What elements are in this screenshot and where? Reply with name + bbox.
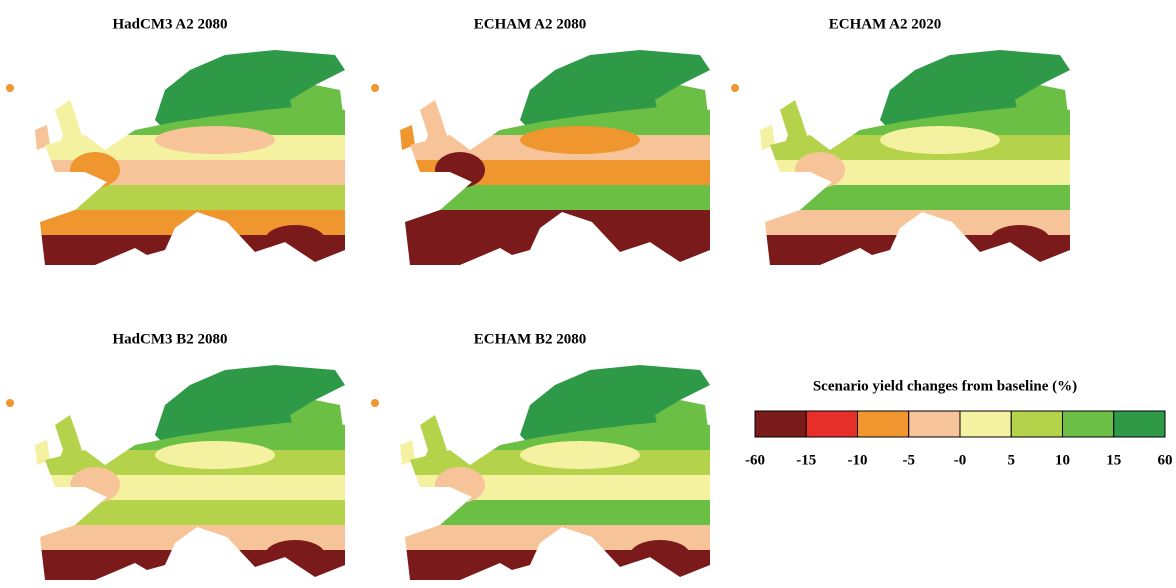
- legend-swatch: [1113, 410, 1166, 438]
- ireland: [400, 125, 415, 150]
- region: [630, 540, 690, 570]
- region: [520, 126, 640, 154]
- legend-label: -0: [954, 452, 967, 468]
- region: [520, 441, 640, 469]
- region: [70, 467, 120, 503]
- mainland: [405, 105, 710, 265]
- map-title: ECHAM A2 2080: [474, 16, 587, 32]
- map: [731, 50, 1070, 265]
- legend-title: Scenario yield changes from baseline (%): [813, 378, 1077, 394]
- legend-swatch: [857, 410, 910, 438]
- region: [155, 441, 275, 469]
- region: [765, 185, 1070, 210]
- region: [265, 225, 325, 255]
- legend-swatch: [754, 410, 807, 438]
- region: [40, 500, 345, 525]
- map: [371, 50, 710, 265]
- legend-label: 5: [1008, 452, 1016, 468]
- region: [435, 152, 485, 188]
- region: [405, 475, 710, 500]
- legend-swatch: [959, 410, 1012, 438]
- region: [405, 185, 710, 210]
- ireland: [35, 125, 50, 150]
- iceland: [731, 84, 739, 92]
- legend-label: -60: [745, 452, 765, 468]
- iceland: [371, 84, 379, 92]
- region: [40, 185, 345, 210]
- map: [6, 50, 345, 265]
- map-title: ECHAM B2 2080: [474, 331, 587, 347]
- ireland: [400, 440, 415, 465]
- region: [70, 152, 120, 188]
- map-title: ECHAM A2 2020: [829, 16, 942, 32]
- legend-swatch: [908, 410, 961, 438]
- legend-label: -10: [848, 452, 868, 468]
- ireland: [760, 125, 775, 150]
- legend-swatch: [1062, 410, 1115, 438]
- region: [405, 500, 710, 525]
- legend-label: 10: [1055, 452, 1070, 468]
- region: [990, 225, 1050, 255]
- iceland: [6, 399, 14, 407]
- legend-label: 60: [1158, 452, 1173, 468]
- region: [795, 152, 845, 188]
- maps: HadCM3 A2 2080 ECHAM A2 2080 ECHAM A2 2020…: [6, 16, 1070, 580]
- region: [630, 225, 690, 255]
- legend-swatch: [805, 410, 858, 438]
- region: [155, 126, 275, 154]
- region: [405, 160, 710, 185]
- iceland: [6, 84, 14, 92]
- map-title: HadCM3 B2 2080: [112, 331, 227, 347]
- region: [880, 126, 1000, 154]
- legend-label: -15: [796, 452, 816, 468]
- ireland: [35, 440, 50, 465]
- legend: Scenario yield changes from baseline (%)…: [745, 378, 1173, 468]
- iceland: [371, 399, 379, 407]
- legend-label: -5: [903, 452, 916, 468]
- region: [40, 160, 345, 185]
- region: [765, 160, 1070, 185]
- region: [265, 540, 325, 570]
- legend-label: 15: [1106, 452, 1121, 468]
- region: [40, 475, 345, 500]
- map: [6, 365, 345, 580]
- region: [435, 467, 485, 503]
- map-title: HadCM3 A2 2080: [112, 16, 227, 32]
- map: [371, 365, 710, 580]
- legend-swatch: [1010, 410, 1063, 438]
